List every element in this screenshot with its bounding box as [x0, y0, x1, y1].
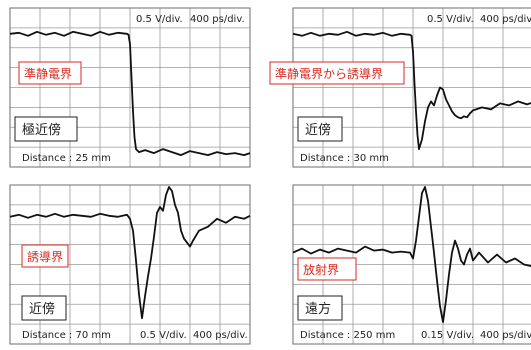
- field-label-box-bottom-right: [297, 257, 357, 281]
- panel-bottom-right: 放射界 遠方 Distance : 250 mm 0.15 V/div. 400…: [292, 184, 531, 345]
- distance-label-box-bottom-left: [21, 295, 67, 321]
- distance-label-box-bottom-right: [297, 295, 343, 321]
- waveform-trace-bottom-left: [9, 186, 251, 320]
- grid-top-right: [293, 8, 531, 167]
- distance-text-bottom-right: Distance : 250 mm: [300, 330, 395, 341]
- distance-label-bottom-left: 近傍: [29, 301, 55, 317]
- time-text-bottom-left: 400 ps/div.: [193, 330, 248, 341]
- distance-text-top-left: Distance : 25 mm: [22, 153, 111, 164]
- field-label-top-left: 準静電界: [24, 66, 72, 81]
- scale-text-top-left: 0.5 V/div.: [136, 14, 183, 25]
- waveform-trace-bottom-right: [292, 186, 531, 324]
- panel-top-right: 0.5 V/div. 400 ps/div. 準静電界から誘導界 近傍 Dist…: [269, 7, 531, 168]
- frame-bottom-left: [9, 184, 251, 345]
- distance-label-box-top-right: [297, 116, 343, 142]
- distance-label-top-left: 極近傍: [22, 122, 61, 138]
- field-label-box-top-left: [18, 61, 82, 85]
- distance-label-bottom-right: 遠方: [305, 301, 331, 317]
- field-label-bottom-right: 放射界: [303, 262, 339, 277]
- field-label-box-top-right: [269, 61, 405, 85]
- time-text-top-left: 400 ps/div.: [190, 14, 245, 25]
- frame-bottom-right: [292, 184, 531, 345]
- panel-bottom-left: 誘導界 近傍 Distance : 70 mm 0.5 V/div. 400 p…: [9, 184, 251, 345]
- time-text-top-right: 400 ps/div.: [480, 14, 531, 25]
- scale-text-top-right: 0.5 V/div.: [427, 14, 474, 25]
- field-label-bottom-left: 誘導界: [27, 250, 63, 264]
- distance-text-bottom-left: Distance : 70 mm: [22, 330, 111, 341]
- distance-text-top-right: Distance : 30 mm: [300, 153, 389, 164]
- grid-top-left: [10, 8, 250, 167]
- field-label-top-right: 準静電界から誘導界: [275, 66, 383, 81]
- field-label-box-bottom-left: [21, 244, 69, 268]
- frame-top-right: [292, 7, 531, 168]
- time-text-bottom-right: 400 ps/div.: [480, 330, 531, 341]
- waveform-trace-top-left: [9, 30, 251, 157]
- waveform-trace-top-right: [292, 30, 531, 151]
- frame-top-left: [9, 7, 251, 168]
- scale-text-bottom-left: 0.5 V/div.: [140, 330, 187, 341]
- scale-text-bottom-right: 0.15 V/div.: [421, 330, 474, 341]
- distance-label-box-top-left: [14, 116, 78, 142]
- distance-label-top-right: 近傍: [305, 122, 331, 138]
- panel-top-left: 0.5 V/div. 400 ps/div. 準静電界 極近傍 Distance…: [9, 7, 251, 168]
